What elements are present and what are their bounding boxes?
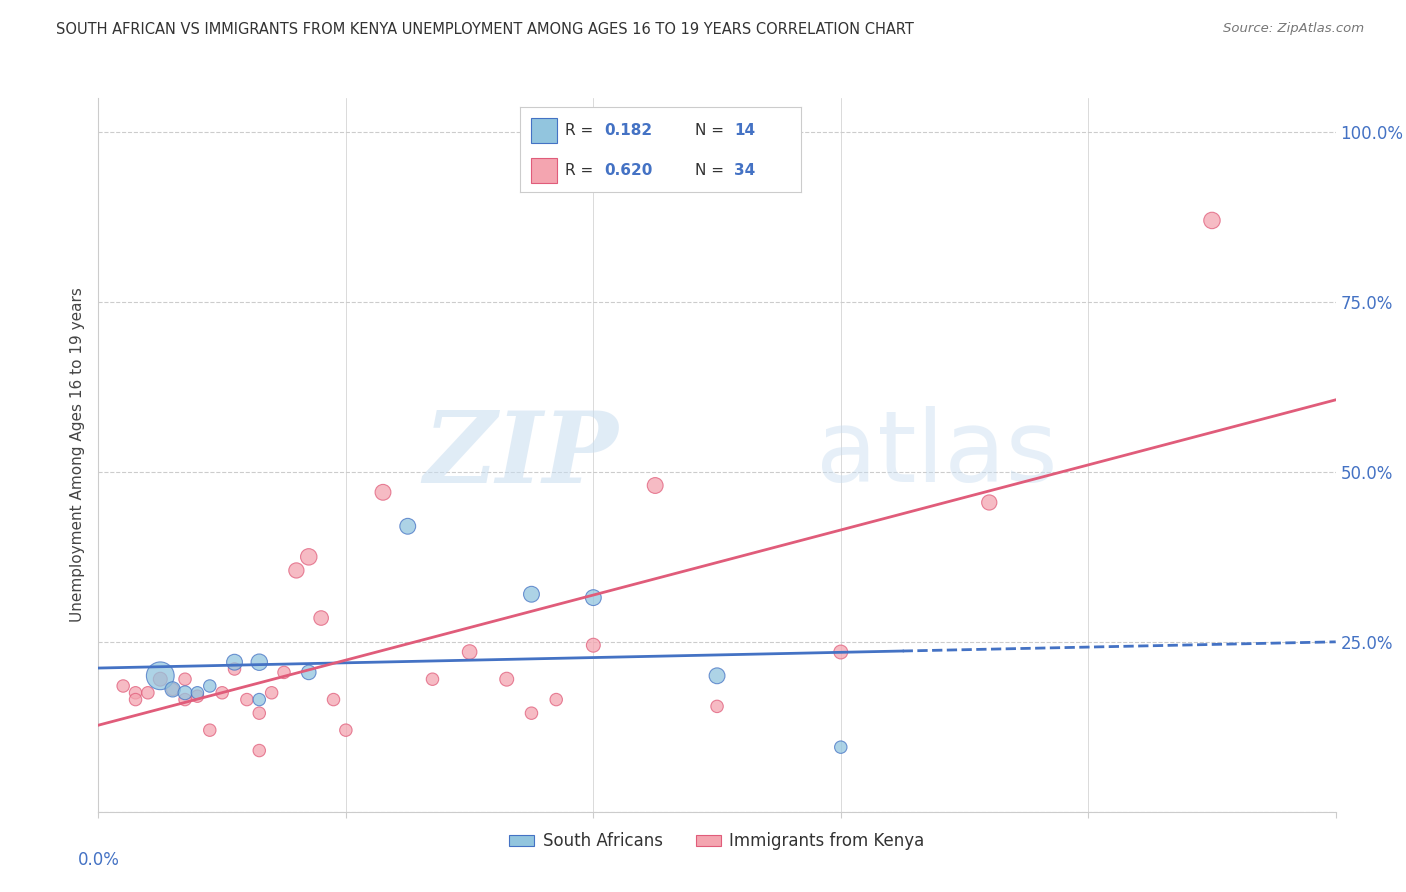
Text: atlas: atlas [815, 407, 1057, 503]
Point [830, 740, 852, 755]
Point [136, 686, 159, 700]
Point [186, 689, 208, 703]
Point [396, 519, 419, 533]
Text: N =: N = [695, 123, 728, 138]
Point [644, 478, 666, 492]
FancyBboxPatch shape [531, 118, 557, 144]
Point [520, 587, 543, 601]
Point [112, 679, 135, 693]
Point [162, 682, 184, 697]
Point [1201, 213, 1223, 227]
Point [582, 638, 605, 652]
Point [186, 686, 208, 700]
Point [285, 564, 308, 578]
Text: 14: 14 [734, 123, 755, 138]
Text: 0.0%: 0.0% [77, 851, 120, 869]
Text: R =: R = [565, 163, 599, 178]
Point [706, 669, 728, 683]
Text: SOUTH AFRICAN VS IMMIGRANTS FROM KENYA UNEMPLOYMENT AMONG AGES 16 TO 19 YEARS CO: SOUTH AFRICAN VS IMMIGRANTS FROM KENYA U… [56, 22, 914, 37]
Point [162, 682, 184, 697]
Text: R =: R = [565, 123, 599, 138]
Point [273, 665, 295, 680]
Point [298, 665, 321, 680]
Point [174, 692, 197, 706]
Point [458, 645, 481, 659]
Point [198, 723, 221, 738]
Point [309, 611, 332, 625]
Point [124, 686, 146, 700]
Text: 34: 34 [734, 163, 755, 178]
Text: N =: N = [695, 163, 728, 178]
Point [247, 655, 270, 669]
Point [211, 686, 233, 700]
Point [224, 662, 246, 676]
Point [371, 485, 394, 500]
Point [830, 645, 852, 659]
Point [174, 686, 197, 700]
Point [224, 655, 246, 669]
Text: 0.620: 0.620 [605, 163, 652, 178]
Point [260, 686, 283, 700]
Text: 0.182: 0.182 [605, 123, 652, 138]
Point [520, 706, 543, 721]
Point [335, 723, 357, 738]
Point [546, 692, 568, 706]
Point [174, 672, 197, 686]
Point [298, 549, 321, 564]
Legend: South Africans, Immigrants from Kenya: South Africans, Immigrants from Kenya [503, 826, 931, 857]
Point [582, 591, 605, 605]
Point [236, 692, 259, 706]
Point [247, 743, 270, 757]
Text: Source: ZipAtlas.com: Source: ZipAtlas.com [1223, 22, 1364, 36]
Point [124, 692, 146, 706]
Point [422, 672, 444, 686]
Point [247, 692, 270, 706]
Point [322, 692, 344, 706]
Point [149, 669, 172, 683]
Point [706, 699, 728, 714]
Point [247, 706, 270, 721]
FancyBboxPatch shape [531, 158, 557, 183]
Y-axis label: Unemployment Among Ages 16 to 19 years: Unemployment Among Ages 16 to 19 years [69, 287, 84, 623]
Text: ZIP: ZIP [423, 407, 619, 503]
Point [198, 679, 221, 693]
Point [149, 672, 172, 686]
Point [495, 672, 517, 686]
Point [979, 495, 1001, 509]
